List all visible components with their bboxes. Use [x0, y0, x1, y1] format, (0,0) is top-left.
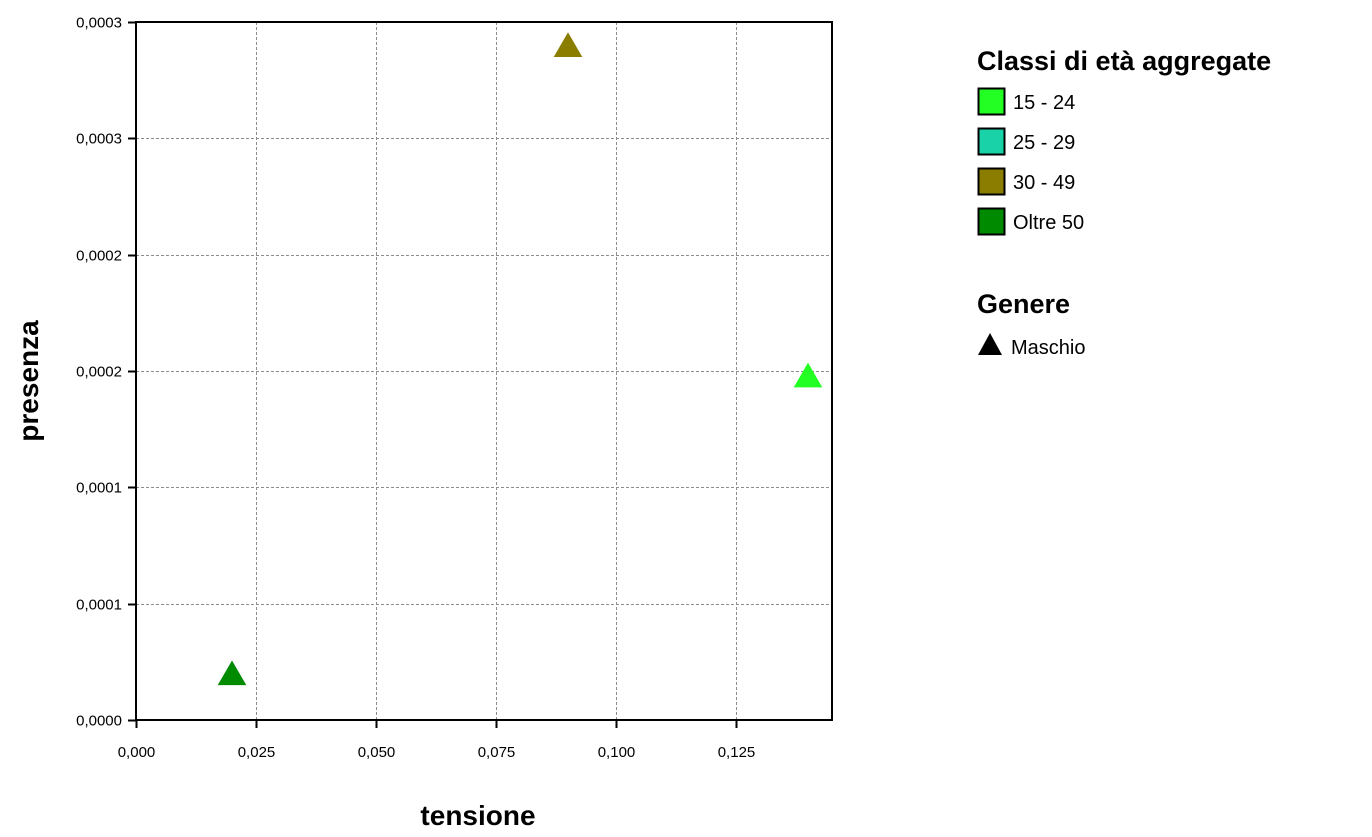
legend-swatch — [977, 167, 1006, 196]
x-axis-title: tensione — [420, 800, 535, 831]
data-points — [217, 32, 823, 686]
x-tick-label: 0,000 — [118, 744, 156, 761]
y-axis-ticks: 0,0000 0,0001 0,0001 0,0002 0,0002 0,0003 0,00… — [76, 15, 136, 730]
legend-shape-title: Genere — [977, 289, 1070, 319]
legend-entry: 30 - 49 — [977, 167, 1075, 196]
x-axis-ticks: 0,000 0,025 0,050 0,075 0,100 0,125 — [118, 720, 756, 761]
y-tick-label: 0,0002 — [76, 364, 122, 381]
grid-lines — [136, 22, 832, 720]
legend-swatch — [977, 87, 1006, 116]
legend-color-entries: 15 - 24 25 - 29 30 - 49 Oltre 50 — [977, 87, 1084, 236]
x-tick-label: 0,100 — [598, 744, 636, 761]
data-point-triangle — [217, 660, 247, 686]
legend-color-title: Classi di età aggregate — [977, 46, 1271, 76]
data-point-triangle — [553, 32, 583, 57]
legend-label: 30 - 49 — [1013, 172, 1075, 194]
y-tick-label: 0,0001 — [76, 597, 122, 614]
legend-label: Maschio — [1011, 337, 1085, 359]
x-tick-label: 0,075 — [478, 744, 516, 761]
legend-swatch — [977, 207, 1006, 236]
legend-entry: Maschio — [978, 333, 1085, 359]
y-tick-label: 0,0003 — [76, 15, 122, 32]
x-tick-label: 0,125 — [718, 744, 756, 761]
legend-swatch — [977, 127, 1006, 156]
y-tick-label: 0,0003 — [76, 131, 122, 148]
legend-entry: Oltre 50 — [977, 207, 1084, 236]
legend-entry: 25 - 29 — [977, 127, 1075, 156]
x-tick-label: 0,025 — [238, 744, 276, 761]
legend-label: Oltre 50 — [1013, 212, 1084, 234]
y-tick-label: 0,0002 — [76, 248, 122, 265]
x-tick-label: 0,050 — [358, 744, 396, 761]
y-axis-title: presenza — [13, 320, 44, 442]
legend-entry: 15 - 24 — [977, 87, 1075, 116]
triangle-marker-icon — [978, 333, 1002, 355]
y-tick-label: 0,0000 — [76, 713, 122, 730]
legend-shape-entries: Maschio — [978, 333, 1085, 359]
y-tick-label: 0,0001 — [76, 480, 122, 497]
data-point-triangle — [793, 362, 823, 388]
legend-label: 15 - 24 — [1013, 92, 1075, 114]
legend-label: 25 - 29 — [1013, 132, 1075, 154]
legend: Classi di età aggregate 15 - 24 25 - 29 30… — [977, 46, 1271, 359]
